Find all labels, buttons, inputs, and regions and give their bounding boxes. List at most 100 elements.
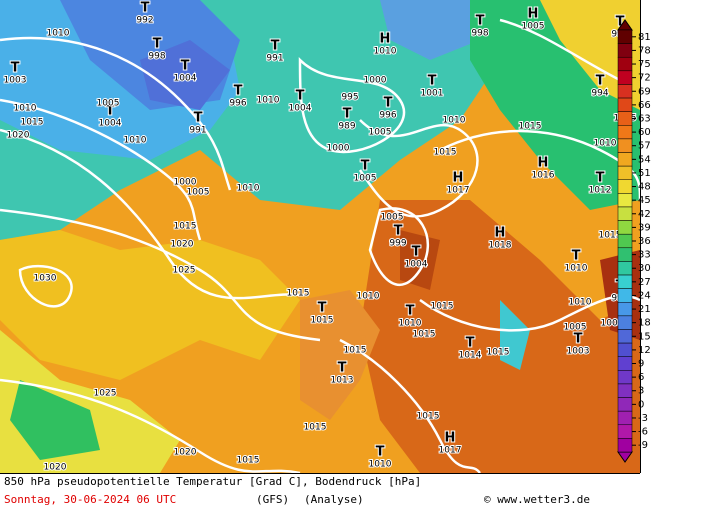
pressure-symbol: T	[181, 59, 190, 74]
isobar-label: 1000	[327, 144, 350, 154]
isobar-label: 1015	[237, 456, 260, 466]
pressure-value: 996	[229, 99, 246, 109]
pressure-symbol: T	[271, 39, 280, 54]
colorbar-cell	[617, 206, 633, 221]
isobar-label: 1010	[594, 139, 617, 149]
pressure-symbol: T	[234, 84, 243, 99]
pressure-value: 1005	[522, 22, 545, 32]
isobar-label: 1015	[599, 231, 622, 241]
colorbar-label: 30	[638, 263, 651, 274]
model: (GFS)	[256, 493, 289, 506]
isobar-label: 1030	[34, 274, 57, 284]
pressure-symbol: T	[616, 15, 625, 30]
colorbar-cell	[617, 302, 633, 317]
colorbar-label: 72	[638, 73, 651, 84]
isobar-label: 1005	[381, 213, 404, 223]
pressure-value: 1010	[399, 319, 422, 329]
pressure-value: 1016	[532, 171, 555, 181]
pressure-value: 992	[136, 16, 153, 26]
isobar-label: 1015	[21, 118, 44, 128]
colorbar-label: 21	[638, 304, 651, 315]
pressure-value: 991	[266, 54, 283, 64]
colorbar-cell	[617, 152, 633, 167]
colorbar-cell	[617, 261, 633, 276]
pressure-symbol: T	[318, 301, 327, 316]
date: Sonntag, 30-06-2024 06 UTC	[4, 493, 176, 506]
pressure-symbol: T	[596, 74, 605, 89]
isobar-label: 1005	[564, 323, 587, 333]
pressure-value: 1013	[331, 376, 354, 386]
colorbar-cell	[617, 383, 633, 398]
colorbar-cell	[617, 397, 633, 412]
colorbar-cell	[617, 274, 633, 289]
isobar-label: 1015	[287, 289, 310, 299]
pressure-symbol: T	[412, 245, 421, 260]
pressure-value: 1001	[421, 89, 444, 99]
isobar-label: 1010	[443, 116, 466, 126]
colorbar-cell	[617, 410, 633, 426]
pressure-value: 1017	[439, 446, 462, 456]
pressure-value: 996	[379, 111, 396, 121]
pressure-symbol: H	[495, 226, 506, 241]
colorbar-label: 45	[638, 195, 651, 206]
colorbar-label: 0	[638, 399, 644, 410]
pressure-value: 1003	[4, 76, 27, 86]
colorbar-cell	[617, 111, 633, 126]
isobar-label: 1010	[124, 136, 147, 146]
pressure-symbol: T	[338, 361, 347, 376]
colorbar-cell	[617, 356, 633, 371]
pressure-value: 999	[389, 239, 406, 249]
pressure-value: 1010	[374, 47, 397, 57]
pressure-symbol: T	[574, 332, 583, 347]
colorbar-cell	[617, 370, 633, 385]
colorbar-label: 75	[638, 59, 651, 70]
colorbar-label: -6	[638, 427, 648, 438]
colorbar-cell	[617, 125, 633, 140]
colorbar-label: 69	[638, 86, 651, 97]
colorbar-label: 18	[638, 318, 651, 329]
colorbar-label: 6	[638, 372, 644, 383]
colorbar-cell	[617, 329, 633, 344]
colorbar-label: -3	[638, 413, 648, 424]
pressure-symbol: T	[11, 61, 20, 76]
colorbar-cell	[617, 29, 633, 44]
isobar-label: 1010	[237, 184, 260, 194]
pressure-value: 991	[189, 126, 206, 136]
pressure-value: 1010	[565, 264, 588, 274]
pressure-value: 1004	[174, 74, 197, 84]
colorbar-cell	[617, 43, 633, 58]
isobar-label: 1000	[364, 76, 387, 86]
pressure-symbol: T	[428, 74, 437, 89]
isobar-label: 1015	[304, 423, 327, 433]
pressure-value: 1004	[99, 119, 122, 129]
isobar-label: 1010	[357, 292, 380, 302]
colorbar-label: 27	[638, 277, 651, 288]
colorbar-cell	[617, 70, 633, 85]
isobar-label: 1010	[14, 104, 37, 114]
colorbar-label: 57	[638, 141, 651, 152]
colorbar: 8178757269666360575451484542393633302724…	[617, 19, 651, 463]
colorbar-cell	[617, 424, 633, 439]
pressure-value: 1010	[369, 460, 392, 470]
pressure-value: 1017	[447, 186, 470, 196]
colorbar-cell	[617, 220, 633, 235]
isobar-label: 1005	[97, 99, 120, 109]
colorbar-cell	[617, 165, 633, 180]
colorbar-cell	[617, 247, 633, 262]
pressure-symbol: T	[361, 159, 370, 174]
pressure-symbol: T	[394, 224, 403, 239]
colorbar-label: 48	[638, 182, 651, 193]
pressure-symbol: H	[445, 431, 456, 446]
colorbar-cell	[617, 288, 633, 303]
isobar-label: 1015	[174, 222, 197, 232]
pressure-value: 994	[591, 89, 608, 99]
pressure-symbol: T	[384, 96, 393, 111]
pressure-value: 1012	[589, 186, 612, 196]
colorbar-label: 78	[638, 45, 651, 56]
pressure-symbol: T	[466, 336, 475, 351]
isobar-label: 1015	[431, 302, 454, 312]
isobar-label: 1015	[519, 122, 542, 132]
colorbar-label: 12	[638, 345, 651, 356]
